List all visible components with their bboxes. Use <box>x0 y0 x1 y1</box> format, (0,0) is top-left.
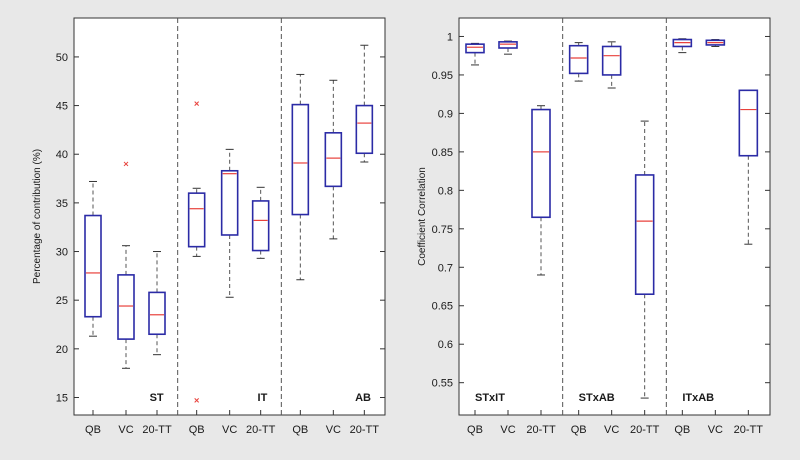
x-tick-label: VC <box>326 424 341 436</box>
y-tick-label: 30 <box>56 247 68 259</box>
y-tick-label: 0.8 <box>438 185 453 197</box>
y-tick-label: 25 <box>56 295 68 307</box>
box <box>568 44 589 75</box>
box <box>291 103 310 216</box>
x-tick-label: 20-TT <box>734 424 764 436</box>
y-tick-label: 1 <box>447 31 453 43</box>
y-tick-label: 0.85 <box>432 147 453 159</box>
group-label: STxIT <box>475 392 505 404</box>
x-tick-label: 20-TT <box>526 424 556 436</box>
y-tick-label: 35 <box>56 198 68 210</box>
y-tick-label: 45 <box>56 101 68 113</box>
x-tick-label: QB <box>85 424 101 436</box>
box <box>84 214 102 318</box>
outlier <box>194 101 200 106</box>
chart-panel-2: 0.55 0.6 0.65 0.7 0.75 0.8 0.85 0.9 0.95 1 Coeffic… <box>417 17 771 436</box>
box <box>355 104 374 155</box>
plot-area <box>458 17 771 416</box>
y-tick-label: 0.95 <box>432 70 453 82</box>
box <box>738 89 759 157</box>
box <box>251 200 270 252</box>
y-tick-label: 50 <box>56 52 68 64</box>
y-tick-label: 20 <box>56 344 68 356</box>
x-tick-label: QB <box>467 424 483 436</box>
box <box>672 38 693 48</box>
x-tick-label: VC <box>708 424 723 436</box>
group-label: ITxAB <box>682 392 714 404</box>
group-label: IT <box>258 392 268 404</box>
y-tick-label: 0.7 <box>438 262 453 274</box>
group-label: ST <box>150 392 164 404</box>
group-label: STxAB <box>579 392 615 404</box>
box <box>465 43 485 54</box>
chart-panel-1: 15 20 25 30 35 40 45 50 Percentage of contributi… <box>32 17 386 436</box>
box <box>634 174 655 296</box>
x-tick-label: QB <box>189 424 205 436</box>
group-label: AB <box>355 392 371 404</box>
y-tick-label: 0.6 <box>438 339 453 351</box>
x-tick-label: VC <box>118 424 133 436</box>
plot-area <box>73 17 386 416</box>
box <box>601 45 622 76</box>
y-tick-label: 40 <box>56 149 68 161</box>
x-tick-label: QB <box>292 424 308 436</box>
box <box>220 169 239 236</box>
y-tick-label: 0.75 <box>432 224 453 236</box>
x-tick-label: 20-TT <box>142 424 172 436</box>
outlier <box>194 398 200 403</box>
x-tick-label: 20-TT <box>630 424 660 436</box>
y-axis-title: Coefficient Correlation <box>417 167 428 266</box>
box <box>117 274 135 340</box>
box <box>498 41 518 49</box>
x-tick-label: VC <box>222 424 237 436</box>
x-tick-label: QB <box>674 424 690 436</box>
box <box>187 192 206 248</box>
y-axis-title: Percentage of contribution (%) <box>32 149 43 284</box>
x-tick-label: QB <box>571 424 587 436</box>
box <box>705 39 726 46</box>
y-tick-label: 15 <box>56 392 68 404</box>
x-tick-label: 20-TT <box>246 424 276 436</box>
y-tick-label: 0.9 <box>438 108 453 120</box>
box <box>531 108 551 219</box>
y-tick-label: 0.65 <box>432 301 453 313</box>
x-tick-label: VC <box>500 424 515 436</box>
box <box>148 291 166 336</box>
outlier <box>123 161 129 167</box>
box <box>324 132 343 188</box>
y-tick-label: 0.55 <box>432 378 453 390</box>
x-tick-label: VC <box>604 424 619 436</box>
x-tick-label: 20-TT <box>350 424 380 436</box>
